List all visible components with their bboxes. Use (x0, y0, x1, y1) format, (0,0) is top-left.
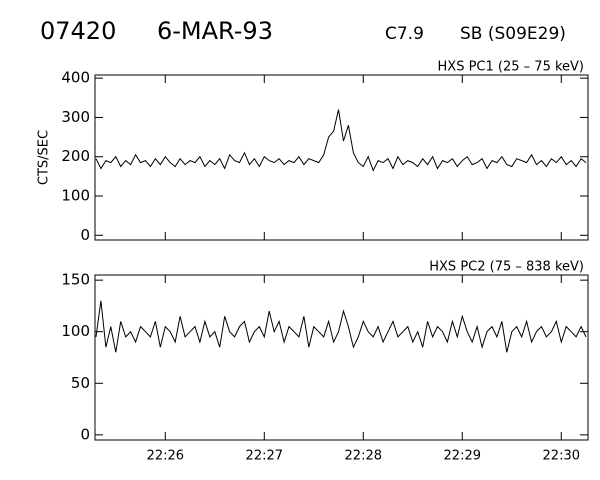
y-axis-label: CTS/SEC (37, 130, 52, 185)
plot-frame (94, 74, 589, 241)
y-tick-label: 150 (61, 271, 90, 289)
x-tick-label: 22:30 (543, 449, 580, 464)
y-tick-label: 0 (80, 425, 90, 443)
flare-location: SB (S09E29) (460, 24, 566, 44)
data-line (95, 300, 587, 353)
panel-title: HXS PC2 (75 – 838 keV) (429, 260, 584, 275)
plot-frame (94, 274, 589, 441)
y-tick-label: 100 (61, 187, 90, 205)
y-tick-label: 0 (80, 226, 90, 244)
y-tick-label: 50 (71, 374, 90, 392)
y-tick-label: 400 (61, 69, 90, 87)
event-id: 07420 (40, 17, 116, 45)
data-line (95, 109, 587, 172)
y-tick-label: 300 (61, 108, 90, 126)
y-tick-label: 200 (61, 147, 90, 165)
x-tick-label: 22:28 (345, 449, 382, 464)
y-tick-label: 100 (61, 322, 90, 340)
x-tick-label: 22:27 (246, 449, 283, 464)
flare-class: C7.9 (385, 24, 424, 44)
event-date: 6-MAR-93 (157, 17, 273, 45)
panel-title: HXS PC1 (25 – 75 keV) (438, 60, 584, 75)
x-tick-label: 22:29 (444, 449, 481, 464)
x-tick-label: 22:26 (147, 449, 184, 464)
